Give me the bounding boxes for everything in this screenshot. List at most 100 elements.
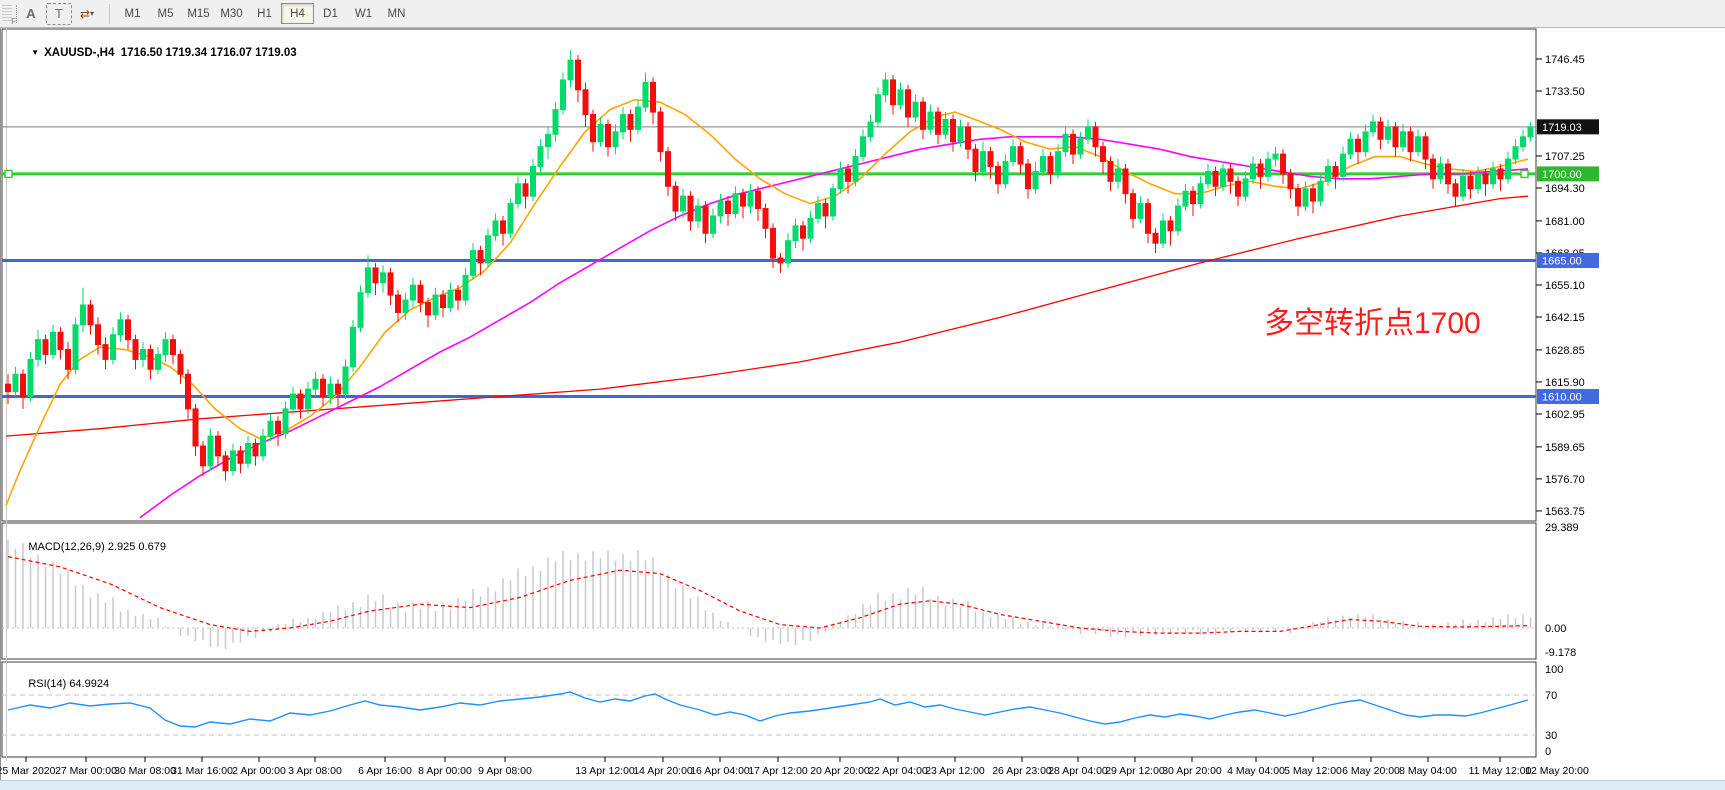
candle-body <box>1077 138 1084 155</box>
date-tick-label: 25 Mar 2020 <box>0 765 56 777</box>
candle-body <box>1182 190 1189 207</box>
hline-handle-right[interactable] <box>1520 169 1529 179</box>
candle-body <box>132 339 139 360</box>
candle-body <box>192 408 199 447</box>
candle-body <box>920 101 926 130</box>
candle-body <box>732 193 739 214</box>
candle-body <box>1107 161 1114 182</box>
hline-handle-left[interactable] <box>4 169 13 179</box>
candle-body <box>837 168 844 190</box>
candle-body <box>507 203 514 234</box>
candle-body <box>935 111 941 135</box>
candle-body <box>1025 163 1031 190</box>
rsi-line <box>7 691 1529 728</box>
candle-body <box>927 111 934 130</box>
candle-body <box>567 59 574 81</box>
date-tick-label: 6 Apr 16:00 <box>358 765 412 777</box>
candle-body <box>747 190 754 207</box>
text-box-tool-button[interactable]: T <box>46 2 72 25</box>
candle-body <box>200 445 206 467</box>
candle-body <box>485 235 491 264</box>
timeframe-button-mn[interactable]: MN <box>387 7 406 20</box>
chart-area[interactable]: 1746.451733.501707.251694.301681.001668.… <box>0 28 1725 780</box>
macd-axis-label: 29.389 <box>1545 522 1579 534</box>
candle-body <box>177 353 184 375</box>
candle-body <box>252 443 259 457</box>
candle-body <box>12 373 19 393</box>
price-badge <box>1537 389 1599 405</box>
candle-body <box>1152 232 1159 244</box>
candle-body <box>1070 133 1076 155</box>
price-badge <box>1537 166 1599 182</box>
candle-body <box>387 272 394 296</box>
candle-body <box>297 393 304 410</box>
candle-body <box>1392 126 1399 148</box>
candle-body <box>87 304 94 326</box>
macd-signal-line <box>7 556 1529 634</box>
candle-body <box>245 443 251 464</box>
candle-body <box>1235 180 1241 197</box>
price-tick-label: 1733.50 <box>1545 86 1585 98</box>
candle-body <box>1257 163 1264 177</box>
candle-body <box>957 126 964 143</box>
text-label-tool-button[interactable]: A <box>26 6 36 21</box>
ma-fast-line <box>5 98 1529 506</box>
candle-body <box>1205 170 1211 185</box>
rsi-pane-frame[interactable] <box>1 661 1537 758</box>
candle-body <box>687 195 694 222</box>
candle-body <box>237 450 244 464</box>
candle-body <box>35 339 41 360</box>
date-tick-label: 16 Apr 04:00 <box>690 765 750 777</box>
status-strip <box>0 780 1725 790</box>
chart-canvas[interactable]: 1746.451733.501707.251694.301681.001668.… <box>0 28 1725 790</box>
candle-body <box>590 114 596 143</box>
timeframe-button-m5[interactable]: M5 <box>157 7 174 20</box>
candle-body <box>440 294 446 308</box>
timeframe-button-w1[interactable]: W1 <box>354 7 373 20</box>
symbol-dropdown-icon[interactable]: ▼ <box>31 48 40 57</box>
candle-body <box>1437 163 1444 180</box>
candle-body <box>1317 180 1324 202</box>
date-tick-label: 30 Mar 08:00 <box>114 765 176 777</box>
candle-body <box>612 131 619 148</box>
toolbar-drag-handle[interactable]: F <box>2 4 17 26</box>
candle-body <box>995 165 1001 185</box>
macd-axis-label: 0.00 <box>1545 623 1566 635</box>
timeframe-button-d1[interactable]: D1 <box>323 7 338 20</box>
candle-body <box>725 200 731 214</box>
candle-body <box>267 420 274 437</box>
arrows-tool-button[interactable]: ⇄ ▾ <box>74 3 100 25</box>
chart-text-annotation[interactable]: 多空转折点1700 <box>1264 307 1481 340</box>
timeframe-group: M1 M5 M15 M30 H1 H4 D1 W1 MN <box>116 3 413 24</box>
price-tick-label: 1746.45 <box>1545 54 1585 66</box>
timeframe-button-m1[interactable]: M1 <box>124 7 141 20</box>
candle-body <box>1505 158 1511 180</box>
chevron-down-icon[interactable]: ▾ <box>90 9 95 18</box>
timeframe-button-m15[interactable]: M15 <box>187 7 210 20</box>
candle-body <box>597 123 604 143</box>
candle-body <box>1265 158 1271 177</box>
candle-body <box>545 133 551 148</box>
candle-body <box>605 123 611 148</box>
rsi-axis-label: 100 <box>1545 664 1563 676</box>
candle-body <box>1085 126 1091 140</box>
main-pane-frame[interactable] <box>1 28 1537 522</box>
date-tick-label: 29 Apr 12:00 <box>1105 765 1165 777</box>
price-badge-label: 1719.03 <box>1542 122 1582 134</box>
candle-body <box>942 118 949 135</box>
candle-body <box>372 267 379 284</box>
price-badge-label: 1665.00 <box>1542 255 1582 267</box>
timeframe-button-h4[interactable]: H4 <box>281 3 314 24</box>
timeframe-button-m30[interactable]: M30 <box>220 7 243 20</box>
candle-body <box>755 190 761 210</box>
timeframe-button-h1[interactable]: H1 <box>257 7 272 20</box>
candle-body <box>1385 126 1391 140</box>
candle-body <box>635 106 641 130</box>
candle-body <box>27 358 34 398</box>
candle-body <box>1490 168 1496 185</box>
macd-pane-frame[interactable] <box>1 522 1537 660</box>
candle-body <box>642 81 649 108</box>
price-tick-label: 1681.00 <box>1545 216 1585 228</box>
candle-body <box>410 284 416 301</box>
